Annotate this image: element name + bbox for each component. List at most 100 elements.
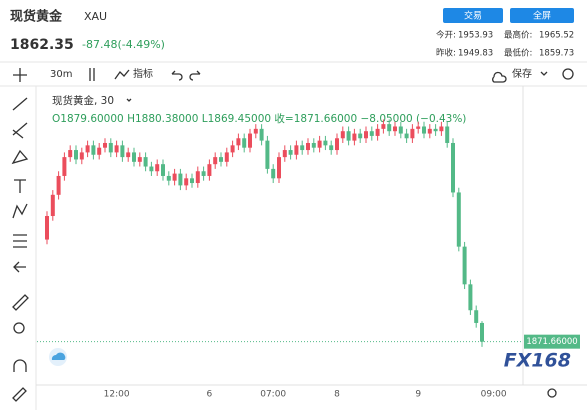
candle-body [474,310,479,323]
candle-body [369,131,374,136]
candle-body [242,138,247,148]
shape-tool[interactable] [11,149,29,165]
save[interactable]: 保存 [512,67,532,80]
redo-icon[interactable] [189,70,201,81]
candle-body [74,150,78,160]
candle-body [329,145,334,151]
measure-tool[interactable] [13,234,27,248]
stat-label: 今开: [436,30,456,41]
candle-body [149,166,154,172]
candle-body [236,138,241,146]
candle-body [480,322,484,342]
candle-body [108,142,113,153]
candle-body [352,133,357,141]
watermark: FX168 [504,350,571,372]
stat-value: 1859.73 [539,49,574,59]
price-change: -87.48(-4.49%) [82,38,165,51]
ruler-tool[interactable] [12,294,29,311]
candle-body [79,152,84,160]
text-tool[interactable] [14,179,26,193]
candle-body [155,164,160,172]
candle-body [230,145,235,153]
ohlc-label: O1879.60000 H1880.38000 L1869.45000 收=18… [52,112,466,125]
candle-body [114,145,119,153]
candle-body [265,140,270,169]
candle-body [404,133,409,139]
candle-body [161,164,165,176]
interval[interactable]: 30m [50,69,72,80]
symbol-code: XAU [84,10,107,23]
zoom-tool[interactable] [13,322,25,334]
candle-body [323,140,328,146]
candle-body [311,142,316,148]
candle-body [224,152,229,162]
fullscreen-button-label[interactable]: 全屏 [533,10,551,22]
line-tool[interactable] [12,97,28,111]
candle-body [393,126,397,132]
chart-type-icon[interactable] [89,68,95,81]
stat-value: 1953.93 [458,31,493,41]
candle-body [439,126,444,132]
candle-body [422,126,426,134]
dropdown-icon[interactable] [540,71,548,76]
candle-body [56,175,61,195]
candle-body [91,145,96,155]
fib-tool[interactable] [12,122,28,139]
candle-body [190,178,194,184]
x-tick-label: 12:00 [104,390,130,400]
stat-label: 最高价: [504,30,532,41]
candle-body [358,133,363,139]
stat-value: 1949.83 [458,49,493,59]
logo-cloud [51,352,66,360]
candle-body [306,142,310,151]
trade-button-label[interactable]: 交易 [464,10,482,22]
crosshair-tool[interactable] [13,68,27,82]
candle-body [172,173,177,181]
cloud-icon[interactable] [492,71,507,83]
candle-body [184,178,189,186]
back-tool[interactable] [13,261,26,273]
candle-body [381,124,386,129]
candle-body [451,142,455,193]
candle-body [85,145,90,153]
undo-icon[interactable] [171,70,183,81]
fullscreen-button[interactable] [510,8,574,23]
last-price-label: 1871.66000 [526,337,577,347]
candle-body [259,128,264,141]
candle-body [103,142,107,148]
candle-body [335,138,339,151]
candle-body [178,173,183,186]
legend-dropdown[interactable] [126,98,132,102]
candle-body [416,126,421,129]
candle-body [137,157,142,162]
candle-body [300,145,305,151]
candle-body [387,124,392,132]
indicator-icon[interactable] [114,69,130,80]
settings-icon[interactable] [562,68,574,80]
last-price-tag [524,334,580,349]
pattern-tool[interactable] [12,203,28,219]
symbol-title: 现货黄金 [10,9,63,25]
candle-body [445,126,450,143]
candle-body [201,171,206,176]
candle-body [317,140,322,148]
indicators[interactable]: 指标 [133,67,153,80]
candle-body [456,192,461,247]
pencil-tool[interactable] [12,387,27,402]
candle-body [282,150,287,158]
candle-body [50,194,55,217]
candle-body [207,164,212,176]
candle-body [462,246,467,285]
candle-body [132,152,136,162]
candle-body [166,175,171,181]
legend-title: 现货黄金, 30 [52,94,114,107]
price: 1862.35 [10,37,74,53]
candle-body [468,284,473,311]
trade-button[interactable] [443,8,503,23]
magnet-tool[interactable] [13,359,27,372]
candle-body [68,150,73,158]
candle-body [143,157,148,167]
axis-settings[interactable] [547,388,557,398]
candle-body [340,131,345,139]
